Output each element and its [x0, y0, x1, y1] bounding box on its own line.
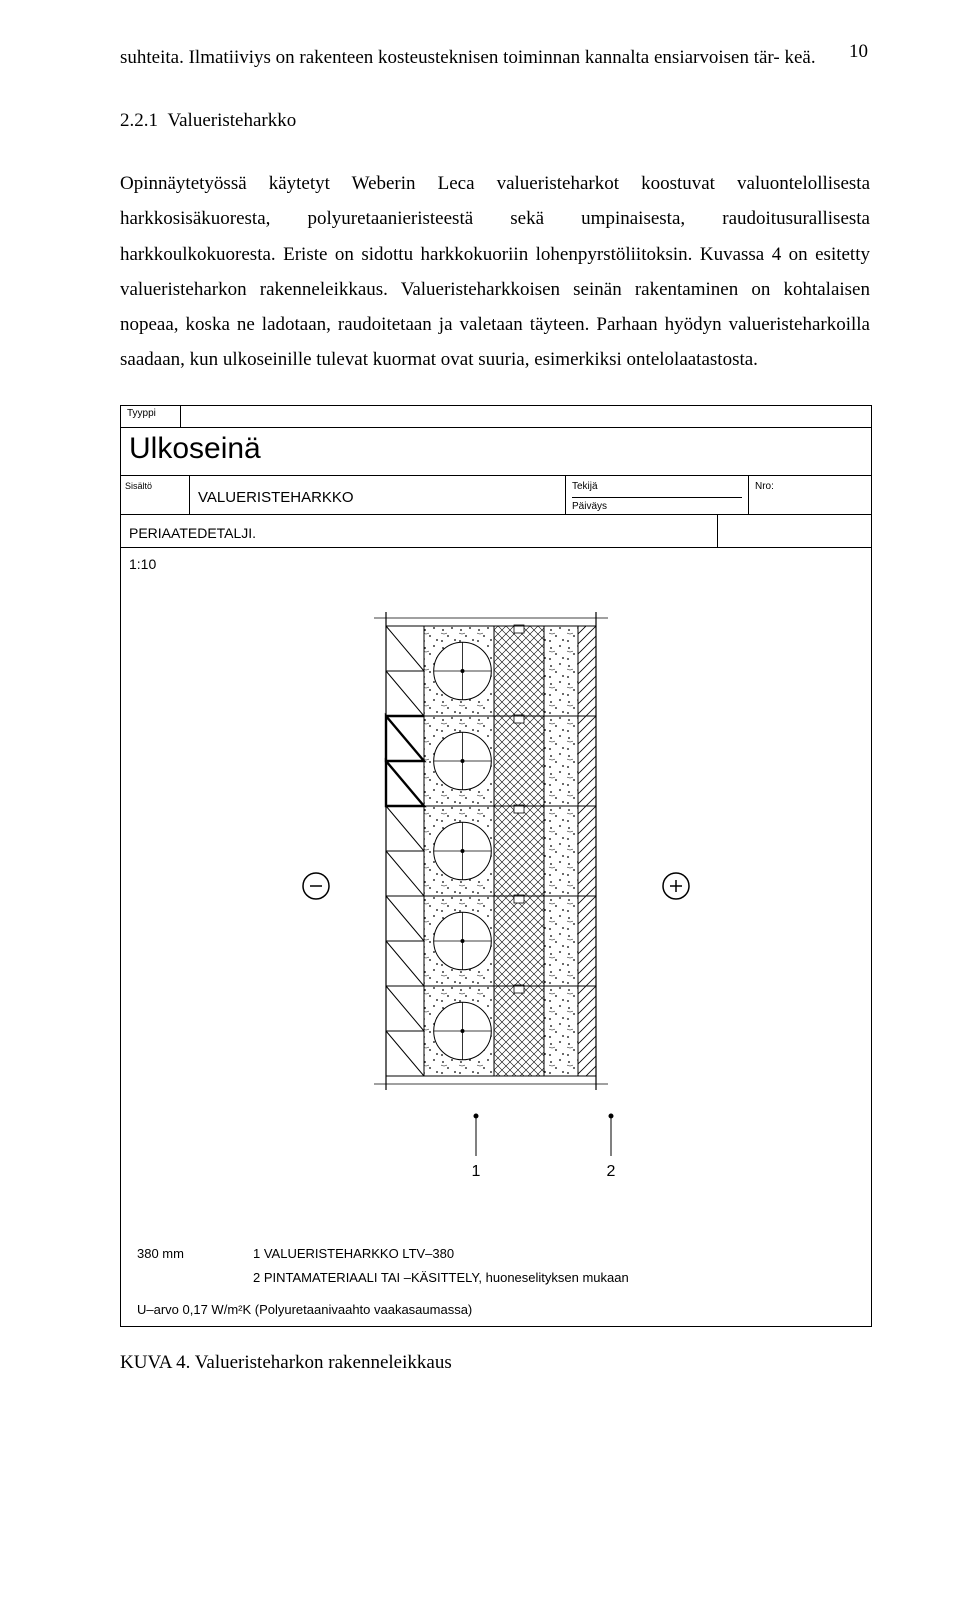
para1-line1: suhteita. Ilmatiiviys on rakenteen koste…	[120, 47, 780, 68]
callout-2: 2	[607, 1163, 616, 1180]
label-sisalto: Sisältö	[121, 476, 190, 514]
label-paivays: Päiväys	[572, 498, 742, 517]
section-title: Valueristeharkko	[168, 110, 297, 131]
figure-title: Ulkoseinä	[121, 428, 871, 476]
para1-line2: keä.	[784, 47, 815, 68]
drawing-area: 1 2	[121, 576, 871, 1236]
label-nro: Nro:	[749, 476, 871, 514]
figure-footer: 380 mm 1 VALUERISTEHARKKO LTV–380 2 PINT…	[121, 1236, 871, 1326]
sub-right-spacer	[718, 515, 871, 547]
legend-1: 1 VALUERISTEHARKKO LTV–380	[253, 1242, 855, 1266]
figure-header-top: Tyyppi	[121, 406, 871, 428]
section-number: 2.2.1	[120, 110, 158, 131]
page: 10 suhteita. Ilmatiiviys on rakenteen ko…	[0, 0, 960, 1622]
legend-2: 2 PINTAMATERIAALI TAI –KÄSITTELY, huones…	[253, 1266, 855, 1290]
footer-width: 380 mm	[137, 1242, 227, 1290]
wall-section-svg: 1 2	[236, 586, 756, 1206]
section-heading: 2.2.1 Valueristeharkko	[120, 103, 870, 138]
value-sisalto: VALUERISTEHARKKO	[190, 476, 566, 514]
label-tyyppi: Tyyppi	[121, 406, 181, 428]
figure-mid-row: Sisältö VALUERISTEHARKKO Tekijä Päiväys …	[121, 476, 871, 515]
figure-sub-row: PERIAATEDETALJI.	[121, 515, 871, 548]
figure-caption: KUVA 4. Valueristeharkon rakenneleikkaus	[120, 1345, 870, 1380]
footer-uvalue: U–arvo 0,17 W/m²K (Polyuretaanivaahto va…	[137, 1298, 855, 1322]
figure-frame: Tyyppi Ulkoseinä Sisältö VALUERISTEHARKK…	[120, 405, 872, 1327]
header-spacer	[181, 406, 871, 428]
page-number: 10	[849, 34, 868, 69]
label-tekija: Tekijä	[572, 478, 742, 498]
col-tekija-paivays: Tekijä Päiväys	[566, 476, 749, 514]
paragraph-body: Opinnäytetyössä käytetyt Weberin Leca va…	[120, 166, 870, 377]
paragraph-cont: suhteita. Ilmatiiviys on rakenteen koste…	[120, 40, 870, 75]
callout-1: 1	[472, 1163, 481, 1180]
label-periaate: PERIAATEDETALJI.	[121, 515, 718, 547]
